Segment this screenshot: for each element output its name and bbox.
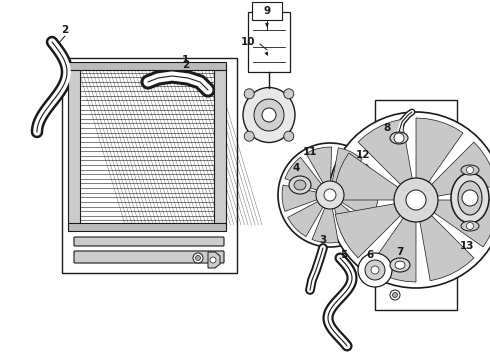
Circle shape: [244, 131, 254, 141]
Polygon shape: [342, 195, 378, 220]
Circle shape: [392, 292, 397, 297]
Polygon shape: [208, 252, 220, 268]
Text: 3: 3: [319, 235, 327, 245]
Circle shape: [371, 266, 379, 274]
Circle shape: [193, 253, 203, 263]
Circle shape: [324, 189, 336, 201]
Circle shape: [394, 133, 404, 143]
Circle shape: [316, 181, 344, 209]
Circle shape: [394, 178, 438, 222]
Circle shape: [358, 253, 392, 287]
Ellipse shape: [262, 108, 276, 122]
Ellipse shape: [254, 99, 284, 131]
Ellipse shape: [461, 221, 479, 231]
Circle shape: [406, 190, 426, 210]
Bar: [252, 2, 282, 20]
Polygon shape: [335, 204, 400, 258]
Text: 9: 9: [264, 6, 270, 16]
Ellipse shape: [390, 132, 408, 144]
Bar: [248, 12, 290, 72]
Ellipse shape: [294, 180, 306, 190]
Text: 2: 2: [182, 60, 190, 70]
Text: 5: 5: [341, 250, 347, 260]
Circle shape: [210, 257, 216, 263]
Text: 6: 6: [367, 250, 374, 260]
Polygon shape: [416, 118, 463, 182]
Circle shape: [284, 131, 294, 141]
Bar: [68, 223, 226, 231]
Ellipse shape: [451, 173, 489, 223]
Circle shape: [466, 222, 473, 230]
Text: 2: 2: [61, 25, 69, 35]
Bar: [214, 68, 226, 225]
Circle shape: [328, 112, 490, 288]
Polygon shape: [334, 153, 398, 200]
FancyBboxPatch shape: [74, 251, 224, 263]
Polygon shape: [332, 148, 362, 185]
Bar: [375, 100, 457, 310]
Polygon shape: [334, 204, 367, 240]
Circle shape: [365, 260, 385, 280]
Bar: [68, 62, 226, 70]
Polygon shape: [432, 142, 490, 196]
Circle shape: [390, 290, 400, 300]
Ellipse shape: [395, 261, 405, 269]
Polygon shape: [288, 202, 323, 237]
Circle shape: [278, 143, 382, 247]
Polygon shape: [282, 185, 317, 211]
Text: 1: 1: [181, 55, 189, 65]
Polygon shape: [358, 119, 412, 184]
Text: 11: 11: [303, 147, 317, 157]
Ellipse shape: [390, 258, 410, 272]
Polygon shape: [306, 147, 332, 183]
Polygon shape: [420, 216, 474, 281]
Text: 10: 10: [241, 37, 255, 47]
Text: 12: 12: [356, 150, 370, 160]
Circle shape: [462, 190, 478, 206]
Text: 7: 7: [396, 247, 404, 257]
Text: 13: 13: [460, 241, 474, 251]
Ellipse shape: [243, 87, 295, 143]
Ellipse shape: [461, 165, 479, 175]
Polygon shape: [434, 200, 490, 247]
FancyBboxPatch shape: [74, 237, 224, 246]
Text: 8: 8: [383, 123, 391, 133]
Circle shape: [466, 166, 473, 174]
Polygon shape: [341, 164, 377, 193]
Text: 4: 4: [293, 163, 300, 173]
Ellipse shape: [458, 181, 482, 215]
Polygon shape: [312, 208, 338, 243]
Circle shape: [284, 89, 294, 99]
Bar: [62, 58, 237, 273]
Circle shape: [196, 256, 200, 261]
Circle shape: [244, 89, 254, 99]
Ellipse shape: [289, 176, 311, 194]
Polygon shape: [369, 218, 416, 282]
Polygon shape: [285, 157, 321, 190]
Bar: [68, 68, 80, 225]
